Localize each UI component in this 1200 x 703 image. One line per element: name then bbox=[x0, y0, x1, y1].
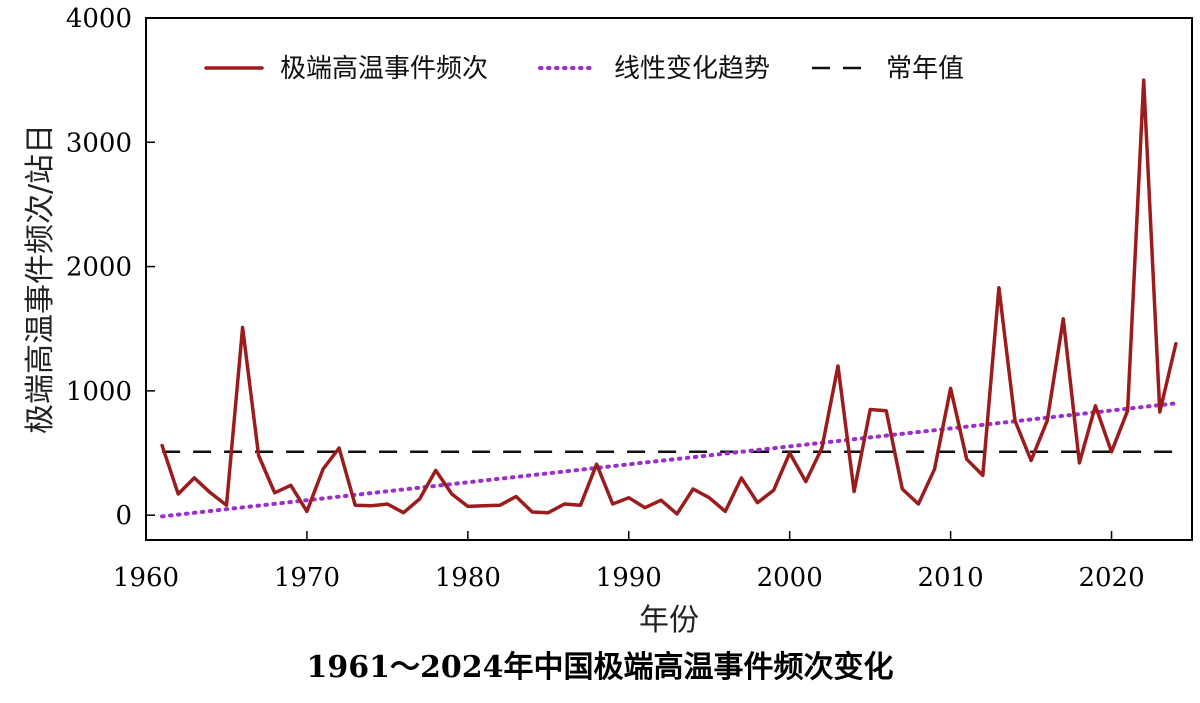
legend: 极端高温事件频次 线性变化趋势 常年值 bbox=[204, 54, 964, 84]
plot-frame bbox=[145, 17, 1193, 541]
x-tick-label: 1960 bbox=[113, 563, 179, 593]
y-tick-label: 2000 bbox=[66, 253, 132, 283]
series-line-1 bbox=[160, 401, 1178, 519]
x-tick-label: 1970 bbox=[274, 563, 340, 593]
x-tick-label: 2000 bbox=[757, 563, 823, 593]
axis-ticks: 1960 1970 1980 1990 2000 2010 2020 0 1000 2000 300… bbox=[66, 4, 1145, 593]
legend-label-0: 极端高温事件频次 bbox=[280, 54, 488, 84]
x-tick-label: 1980 bbox=[435, 563, 501, 593]
x-axis-label: 年份 bbox=[639, 603, 699, 638]
x-tick-label: 2020 bbox=[1078, 563, 1144, 593]
series-line-0 bbox=[160, 78, 1178, 516]
x-tick-label: 1990 bbox=[596, 563, 662, 593]
legend-label-2: 常年值 bbox=[886, 54, 964, 84]
x-tick-label: 2010 bbox=[918, 563, 984, 593]
chart-title: 1961～2024年中国极端高温事件频次变化 bbox=[306, 650, 894, 685]
y-tick-label: 1000 bbox=[66, 377, 132, 407]
chart: 1960 1970 1980 1990 2000 2010 2020 0 1000 2000 300… bbox=[23, 4, 1193, 638]
legend-label-1: 线性变化趋势 bbox=[614, 54, 770, 84]
y-tick-label: 3000 bbox=[66, 128, 132, 158]
series-layer bbox=[160, 78, 1178, 519]
y-tick-label: 4000 bbox=[66, 4, 132, 34]
y-axis-label: 极端高温事件频次/站日 bbox=[23, 124, 58, 434]
y-tick-label: 0 bbox=[115, 501, 132, 531]
